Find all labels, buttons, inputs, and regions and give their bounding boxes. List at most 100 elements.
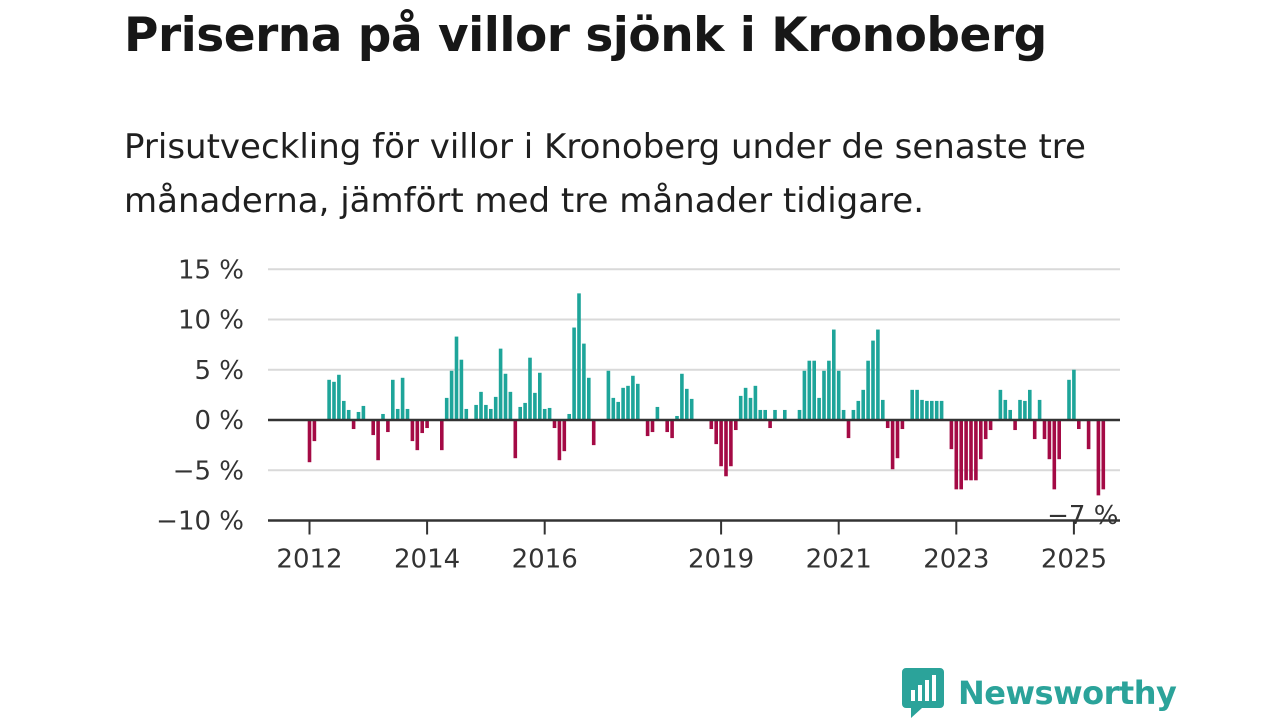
bar [729, 420, 733, 467]
bar [562, 420, 567, 452]
bar [351, 420, 356, 430]
bar [890, 420, 895, 470]
bar [479, 391, 483, 420]
x-axis: 2012 2014 2016 2019 2021 2023 2025 [268, 519, 1120, 575]
bar [1077, 420, 1081, 430]
bar [611, 397, 616, 420]
bar [974, 420, 978, 481]
bar [415, 420, 420, 451]
bar [508, 391, 513, 420]
bar [538, 372, 542, 420]
bar [498, 348, 503, 420]
bar [523, 402, 527, 420]
bar [915, 389, 919, 420]
chart-title: Priserna på villor sjönk i Kronoberg [124, 8, 1047, 63]
bar [949, 420, 954, 450]
x-tick-label: 2025 [1041, 545, 1107, 575]
bar [748, 397, 753, 420]
bar [969, 420, 973, 481]
x-tick-label: 2023 [923, 545, 989, 575]
bar [1042, 420, 1047, 440]
bar [836, 370, 841, 420]
bar [841, 409, 846, 420]
bar [817, 397, 821, 420]
bar [964, 420, 968, 481]
bar [327, 379, 331, 420]
bar [812, 360, 816, 420]
bar [547, 407, 552, 420]
bar [361, 405, 366, 420]
bar [998, 389, 1003, 420]
bar [1096, 420, 1101, 496]
bars [307, 293, 1106, 496]
bar [386, 420, 390, 433]
bar [636, 383, 640, 420]
bar [939, 400, 944, 420]
x-tick-label: 2014 [394, 545, 460, 575]
bar [988, 420, 993, 431]
bar [871, 340, 875, 420]
bar [645, 420, 650, 437]
bar [410, 420, 415, 442]
bar-chart: 15 % 10 % 5 % 0 % −5 % −10 % 2012 2014 2016 2019… [156, 255, 1120, 575]
bar [577, 293, 581, 420]
y-axis-labels: 15 % 10 % 5 % 0 % −5 % −10 % [156, 255, 244, 536]
bar [930, 400, 934, 420]
x-tick-label: 2012 [276, 545, 342, 575]
bar [783, 409, 787, 420]
bar [587, 377, 591, 420]
bar [582, 343, 586, 420]
y-tick-label: 10 % [178, 306, 244, 336]
bar [768, 420, 772, 429]
newsworthy-logo: Newsworthy [902, 668, 1177, 718]
bar [851, 409, 856, 420]
bar [650, 420, 655, 433]
bar [567, 413, 571, 420]
bar [440, 420, 444, 451]
bar [1047, 420, 1052, 460]
x-tick-label: 2016 [512, 545, 578, 575]
x-tick-label: 2021 [806, 545, 872, 575]
bar [979, 420, 983, 460]
bar [376, 420, 380, 461]
bar [493, 396, 498, 420]
bar [807, 360, 812, 420]
bar [356, 411, 361, 420]
bar [459, 359, 464, 420]
bar [665, 420, 669, 433]
bar [557, 420, 562, 461]
bar [689, 398, 694, 420]
x-tick-label: 2019 [688, 545, 754, 575]
bar [934, 400, 939, 420]
bar [631, 375, 635, 420]
y-tick-label: −5 % [173, 456, 244, 486]
bar [797, 409, 802, 420]
bar [626, 385, 630, 420]
bar [552, 420, 557, 429]
bar [420, 420, 424, 434]
bar [866, 360, 870, 420]
brand-name: Newsworthy [958, 674, 1177, 712]
bar [533, 392, 537, 420]
bar [1023, 400, 1027, 420]
bar [670, 420, 674, 439]
bar [513, 420, 518, 459]
bar [680, 373, 684, 420]
bar [885, 420, 890, 429]
bar [1101, 420, 1106, 490]
bar [542, 408, 547, 420]
bar [832, 329, 836, 420]
bar [954, 420, 959, 490]
bar [738, 395, 743, 420]
bar [503, 373, 508, 420]
bar [425, 420, 429, 429]
bar [572, 327, 576, 420]
bar [714, 420, 718, 445]
bar [773, 409, 777, 420]
bar [753, 385, 758, 420]
bar [827, 360, 831, 420]
bar [1032, 420, 1037, 440]
bar [1037, 399, 1042, 420]
annotation-label: −7 % [1047, 501, 1118, 531]
bar [444, 397, 449, 420]
